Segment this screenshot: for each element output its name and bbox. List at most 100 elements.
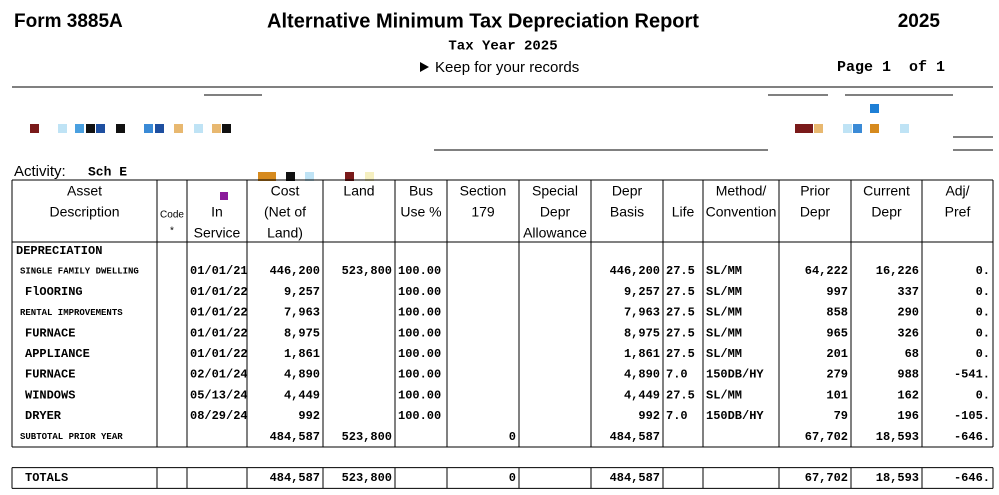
cell-value: 0. xyxy=(976,326,990,340)
column-header: Depr xyxy=(612,183,643,199)
cell-value: 02/01/24 xyxy=(190,368,248,382)
cell-value: 484,587 xyxy=(270,471,320,485)
column-header: Life xyxy=(672,204,695,220)
arrow-icon xyxy=(420,62,429,72)
cell-value: 01/01/21 xyxy=(190,264,248,278)
cell-value: 100.00 xyxy=(398,326,441,340)
asset-description: SINGLE FAMILY DWELLING xyxy=(20,266,139,276)
cell-value: 0 xyxy=(509,471,516,485)
column-header: Section xyxy=(460,183,507,199)
cell-value: 05/13/24 xyxy=(190,388,248,402)
asset-description: FlOORING xyxy=(25,285,83,299)
column-header: Depr xyxy=(540,204,571,220)
cell-value: 7.0 xyxy=(666,409,688,423)
cell-value: 100.00 xyxy=(398,347,441,361)
cell-value: 4,449 xyxy=(284,388,320,402)
cell-value: 523,800 xyxy=(342,264,392,278)
cell-value: SL/MM xyxy=(706,264,742,278)
asset-description: WINDOWS xyxy=(25,388,75,402)
cell-value: -646. xyxy=(954,471,990,485)
cell-value: 27.5 xyxy=(666,264,695,278)
cell-value: 4,449 xyxy=(624,388,660,402)
cell-value: 965 xyxy=(826,326,848,340)
cell-value: 79 xyxy=(834,409,848,423)
cell-value: 8,975 xyxy=(284,326,320,340)
cell-value: SL/MM xyxy=(706,306,742,320)
page-number: Page 1 of 1 xyxy=(837,59,945,76)
cell-value: 67,702 xyxy=(805,471,848,485)
cell-value: -541. xyxy=(954,368,990,382)
cell-value: 446,200 xyxy=(610,264,660,278)
cell-value: 18,593 xyxy=(876,430,919,444)
cell-value: -105. xyxy=(954,409,990,423)
cell-value: SL/MM xyxy=(706,388,742,402)
cell-value: 7.0 xyxy=(666,368,688,382)
cell-value: 01/01/22 xyxy=(190,347,248,361)
asset-description: APPLIANCE xyxy=(25,347,90,361)
column-header: Asset xyxy=(67,183,102,199)
cell-value: 326 xyxy=(897,326,919,340)
cell-value: 0. xyxy=(976,264,990,278)
cell-value: 992 xyxy=(638,409,660,423)
cell-value: 7,963 xyxy=(624,306,660,320)
column-header: Adj/ xyxy=(945,183,969,199)
column-header: In xyxy=(211,204,223,220)
form-number: Form 3885A xyxy=(14,11,123,32)
cell-value: 0. xyxy=(976,347,990,361)
cell-value: 484,587 xyxy=(610,430,660,444)
column-header: 179 xyxy=(471,204,495,220)
cell-value: 100.00 xyxy=(398,264,441,278)
section-label: DEPRECIATION xyxy=(16,244,102,258)
asset-description: RENTAL IMPROVEMENTS xyxy=(20,308,123,318)
tax-year: Tax Year 2025 xyxy=(448,39,557,55)
cell-value: 8,975 xyxy=(624,326,660,340)
column-header: Depr xyxy=(800,204,831,220)
cell-value: 150DB/HY xyxy=(706,409,764,423)
cell-value: 9,257 xyxy=(624,285,660,299)
cell-value: 446,200 xyxy=(270,264,320,278)
column-header: Cost xyxy=(271,183,300,199)
cell-value: 100.00 xyxy=(398,368,441,382)
column-header: Bus xyxy=(409,183,433,199)
cell-value: 988 xyxy=(897,368,919,382)
asset-description: TOTALS xyxy=(25,471,68,485)
cell-value: 0. xyxy=(976,306,990,320)
cell-value: 16,226 xyxy=(876,264,919,278)
column-header: Pref xyxy=(945,204,971,220)
cell-value: 9,257 xyxy=(284,285,320,299)
column-header: Convention xyxy=(706,204,777,220)
cell-value: 68 xyxy=(905,347,919,361)
cell-value: 27.5 xyxy=(666,347,695,361)
cell-value: 997 xyxy=(826,285,848,299)
cell-value: 150DB/HY xyxy=(706,368,764,382)
asset-description: DRYER xyxy=(25,409,62,423)
column-header: Code xyxy=(160,210,184,221)
cell-value: 196 xyxy=(897,409,919,423)
cell-value: 484,587 xyxy=(610,471,660,485)
asset-description: FURNACE xyxy=(25,326,75,340)
cell-value: 523,800 xyxy=(342,471,392,485)
cell-value: 100.00 xyxy=(398,409,441,423)
cell-value: 7,963 xyxy=(284,306,320,320)
cell-value: 523,800 xyxy=(342,430,392,444)
cell-value: 1,861 xyxy=(624,347,660,361)
report-year: 2025 xyxy=(898,11,941,32)
cell-value: 1,861 xyxy=(284,347,320,361)
cell-value: 201 xyxy=(826,347,848,361)
column-header: * xyxy=(170,226,174,237)
cell-value: 27.5 xyxy=(666,326,695,340)
cell-value: 18,593 xyxy=(876,471,919,485)
column-header: Use % xyxy=(400,204,441,220)
cell-value: 01/01/22 xyxy=(190,285,248,299)
cell-value: 337 xyxy=(897,285,919,299)
column-header: Land) xyxy=(267,225,303,241)
cell-value: 162 xyxy=(897,388,919,402)
column-header: Depr xyxy=(871,204,902,220)
column-header: Special xyxy=(532,183,578,199)
cell-value: 279 xyxy=(826,368,848,382)
cell-value: 100.00 xyxy=(398,388,441,402)
cell-value: 858 xyxy=(826,306,848,320)
cell-value: 27.5 xyxy=(666,388,695,402)
cell-value: 27.5 xyxy=(666,285,695,299)
cell-value: 484,587 xyxy=(270,430,320,444)
